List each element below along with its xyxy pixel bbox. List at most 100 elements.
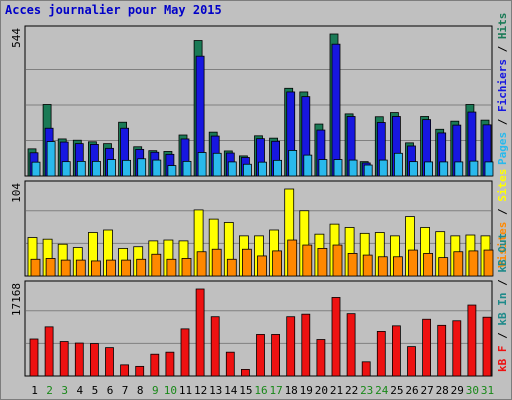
x-tick-day-14: 14 <box>224 384 238 397</box>
sites-bar-day-15 <box>241 248 252 277</box>
legend-entry: kB In <box>496 293 509 326</box>
kbytes-bar-day-15 <box>240 369 250 377</box>
sites-bar-day-5 <box>91 260 101 277</box>
x-tick-day-27: 27 <box>420 384 433 397</box>
kbytes-bar-day-19 <box>301 313 311 377</box>
sites-bar-day-29 <box>453 251 464 277</box>
x-tick-day-18: 18 <box>285 384 298 397</box>
sites-bar-day-30 <box>468 250 479 277</box>
x-tick-day-20: 20 <box>315 384 328 397</box>
legend-entry: Visites <box>496 222 509 268</box>
sites-bar-day-19 <box>302 244 313 277</box>
kbytes-bar-day-16 <box>256 334 265 377</box>
pages-bar-day-1 <box>31 161 41 177</box>
kbytes-bar-day-25 <box>391 325 401 377</box>
kbytes-bar-day-21 <box>331 297 341 377</box>
kbytes-bar-day-31 <box>482 316 492 377</box>
legend-entry: Fichiers <box>496 59 509 112</box>
sites-bar-day-16 <box>257 255 267 277</box>
pages-bar-day-17 <box>273 159 283 177</box>
pages-bar-day-5 <box>92 160 101 177</box>
sites-bar-day-21 <box>332 244 343 277</box>
x-tick-day-6: 6 <box>107 384 114 397</box>
x-tick-day-13: 13 <box>209 384 222 397</box>
sites-bar-day-20 <box>317 247 328 277</box>
pages-bar-day-8 <box>137 158 147 177</box>
pages-bar-day-12 <box>197 152 207 177</box>
sites-bar-day-8 <box>136 258 147 277</box>
legend-separator: / <box>496 326 509 346</box>
sites-bar-day-9 <box>151 253 162 277</box>
pages-bar-day-21 <box>333 159 343 177</box>
x-tick-day-8: 8 <box>137 384 144 397</box>
sites-bar-day-25 <box>392 256 403 277</box>
sites-bar-day-12 <box>196 251 207 277</box>
x-tick-day-2: 2 <box>46 384 53 397</box>
kbytes-bar-day-17 <box>271 334 281 377</box>
pages-bar-day-16 <box>258 161 267 177</box>
sites-bar-day-6 <box>106 259 116 277</box>
kbytes-bar-day-8 <box>135 365 145 377</box>
legend-separator: / <box>496 112 509 132</box>
kbytes-bar-day-3 <box>59 341 69 377</box>
sites-bar-day-3 <box>60 259 71 277</box>
pages-bar-day-4 <box>76 160 86 177</box>
pages-bar-day-9 <box>152 159 162 177</box>
kbytes-bar-day-2 <box>44 326 54 377</box>
pages-bar-day-22 <box>348 159 358 177</box>
kbytes-bar-day-1 <box>29 338 39 377</box>
sites-bar-day-22 <box>347 253 358 277</box>
panel-2-ymax-label: 104 <box>10 183 23 203</box>
pages-bar-day-11 <box>182 160 192 177</box>
x-tick-day-23: 23 <box>360 384 373 397</box>
kbytes-bar-day-22 <box>346 313 356 377</box>
kbytes-bar-day-5 <box>90 343 99 377</box>
pages-bar-day-19 <box>303 154 313 177</box>
x-tick-day-25: 25 <box>390 384 403 397</box>
x-tick-day-3: 3 <box>61 384 68 397</box>
sites-bar-day-10 <box>166 258 177 277</box>
x-tick-day-7: 7 <box>122 384 129 397</box>
kbytes-bar-day-23 <box>361 361 371 377</box>
sites-bar-day-31 <box>483 249 494 277</box>
pages-bar-day-15 <box>242 163 252 177</box>
legend-separator: / <box>496 202 509 222</box>
sites-bar-day-1 <box>30 258 41 277</box>
x-tick-day-5: 5 <box>92 384 99 397</box>
sites-bar-day-24 <box>377 256 388 277</box>
kbytes-bar-day-18 <box>286 316 296 377</box>
pages-bar-day-2 <box>46 141 56 177</box>
kbytes-bar-day-29 <box>452 320 462 377</box>
pages-bar-day-6 <box>107 159 116 177</box>
x-tick-day-16: 16 <box>254 384 267 397</box>
x-tick-day-19: 19 <box>300 384 313 397</box>
pages-bar-day-10 <box>167 165 177 177</box>
legend-entry: Hits <box>496 13 509 40</box>
legend-entry: kB Out <box>496 233 509 273</box>
sites-bar-day-11 <box>181 258 192 277</box>
chart-title: Acces journalier pour May 2015 <box>5 3 222 17</box>
pages-bar-day-13 <box>212 152 222 177</box>
sites-bar-day-27 <box>423 253 434 277</box>
x-tick-day-17: 17 <box>269 384 282 397</box>
kbytes-bar-day-30 <box>467 304 477 377</box>
x-tick-day-29: 29 <box>451 384 464 397</box>
kbytes-bar-day-7 <box>120 364 129 377</box>
kbytes-bar-day-26 <box>407 346 416 377</box>
kbytes-bar-day-28 <box>437 324 447 377</box>
sites-bar-day-23 <box>362 254 373 277</box>
legend-entry: kB F <box>496 346 509 373</box>
panel-1-series-legend: Pages / Fichiers / Hits <box>496 13 509 165</box>
pages-bar-day-20 <box>318 159 328 177</box>
pages-bar-day-14 <box>227 161 237 177</box>
pages-bar-day-23 <box>363 164 373 177</box>
pages-bar-day-28 <box>439 161 449 177</box>
kbytes-bar-day-4 <box>74 342 84 377</box>
pages-bar-day-18 <box>288 150 298 177</box>
sites-bar-day-28 <box>438 257 449 277</box>
x-tick-day-26: 26 <box>405 384 418 397</box>
pages-bar-day-25 <box>393 152 403 177</box>
kbytes-bar-day-10 <box>165 351 175 377</box>
kbytes-bar-day-12 <box>195 288 205 377</box>
pages-bar-day-31 <box>484 161 494 177</box>
